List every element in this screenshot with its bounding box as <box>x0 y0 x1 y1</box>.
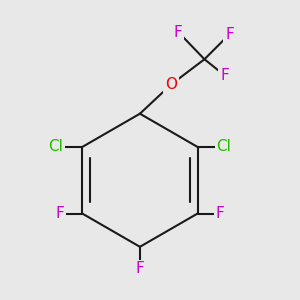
Text: F: F <box>225 26 234 41</box>
Text: Cl: Cl <box>49 140 64 154</box>
Text: Cl: Cl <box>216 140 231 154</box>
Text: F: F <box>56 206 64 221</box>
Text: F: F <box>174 25 183 40</box>
Text: O: O <box>165 77 177 92</box>
Text: F: F <box>215 206 224 221</box>
Text: F: F <box>136 262 144 277</box>
Text: F: F <box>220 68 229 83</box>
